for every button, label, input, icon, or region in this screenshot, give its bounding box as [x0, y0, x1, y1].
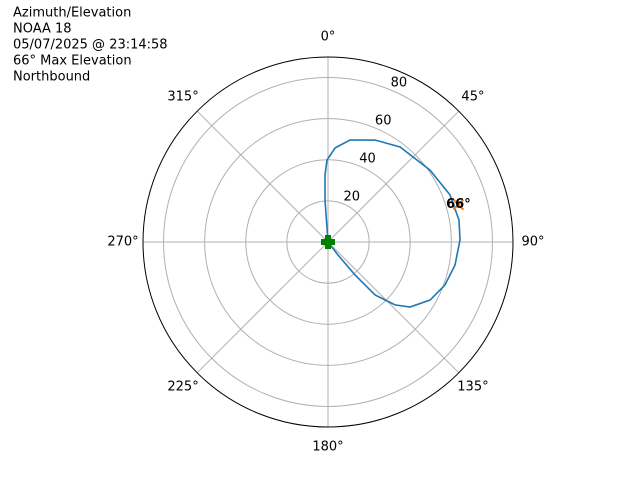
theta-tick-label: 180°	[312, 440, 343, 455]
r-tick-label: 80	[391, 76, 408, 91]
grid-spoke	[196, 110, 329, 243]
r-tick-label: 40	[359, 152, 376, 167]
title-line: Azimuth/Elevation	[13, 6, 131, 21]
max-marker	[452, 198, 465, 211]
grid-spoke	[327, 110, 460, 243]
grid-spoke	[196, 241, 329, 374]
title-line: NOAA 18	[13, 22, 72, 37]
theta-tick-label: 90°	[521, 235, 544, 250]
title-line: 05/07/2025 @ 23:14:58	[13, 38, 168, 53]
theta-tick-label: 225°	[167, 379, 198, 394]
r-tick-label: 60	[375, 114, 392, 129]
title-line: Northbound	[13, 70, 90, 85]
theta-tick-label: 270°	[107, 235, 138, 250]
track-line	[324, 139, 461, 308]
theta-tick-label: 315°	[167, 90, 198, 105]
max-label: 66°	[446, 197, 471, 212]
start-marker	[321, 235, 335, 249]
theta-tick-label: 135°	[457, 379, 488, 394]
theta-tick-label: 45°	[461, 90, 484, 105]
polar-frame	[142, 56, 514, 428]
title-line: 66° Max Elevation	[13, 54, 132, 69]
r-tick-label: 20	[343, 190, 360, 205]
grid-spoke	[327, 241, 460, 374]
theta-tick-label: 0°	[321, 30, 336, 45]
